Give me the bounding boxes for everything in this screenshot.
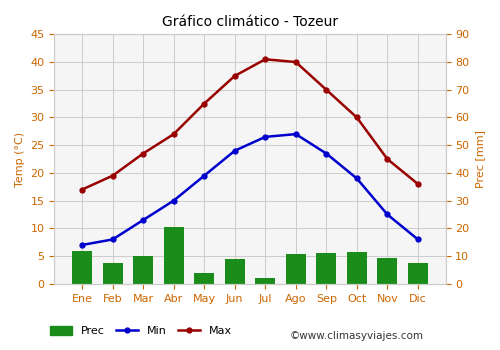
Max	[293, 60, 299, 64]
Bar	[194, 273, 214, 284]
Min	[293, 132, 299, 136]
Min	[110, 237, 116, 241]
Bar	[72, 251, 92, 284]
Min	[170, 198, 176, 203]
Min	[140, 218, 146, 222]
Legend: Prec, Min, Max: Prec, Min, Max	[46, 322, 237, 341]
Min	[79, 243, 85, 247]
Bar	[378, 258, 398, 284]
Bar	[102, 263, 122, 284]
Title: Gráfico climático - Tozeur: Gráfico climático - Tozeur	[162, 15, 338, 29]
Max	[110, 174, 116, 178]
Y-axis label: Temp (°C): Temp (°C)	[15, 132, 25, 187]
Min	[262, 135, 268, 139]
Bar	[316, 253, 336, 284]
Bar	[225, 259, 244, 284]
Max	[262, 57, 268, 61]
Bar	[347, 252, 367, 284]
Min	[201, 174, 207, 178]
Bar	[133, 256, 153, 284]
Max	[140, 152, 146, 156]
Line: Min: Min	[80, 132, 420, 247]
Text: ©www.climasyviajes.com: ©www.climasyviajes.com	[290, 331, 424, 341]
Bar	[286, 254, 306, 284]
Bar	[408, 263, 428, 284]
Max	[232, 74, 237, 78]
Max	[324, 88, 330, 92]
Min	[232, 149, 237, 153]
Bar	[256, 278, 275, 284]
Max	[79, 188, 85, 192]
Y-axis label: Prec [mm]: Prec [mm]	[475, 130, 485, 188]
Max	[354, 116, 360, 120]
Max	[384, 157, 390, 161]
Min	[415, 237, 421, 241]
Bar	[164, 227, 184, 284]
Max	[415, 182, 421, 186]
Line: Max: Max	[80, 57, 420, 192]
Max	[201, 102, 207, 106]
Min	[324, 152, 330, 156]
Min	[384, 212, 390, 217]
Max	[170, 132, 176, 136]
Min	[354, 176, 360, 181]
